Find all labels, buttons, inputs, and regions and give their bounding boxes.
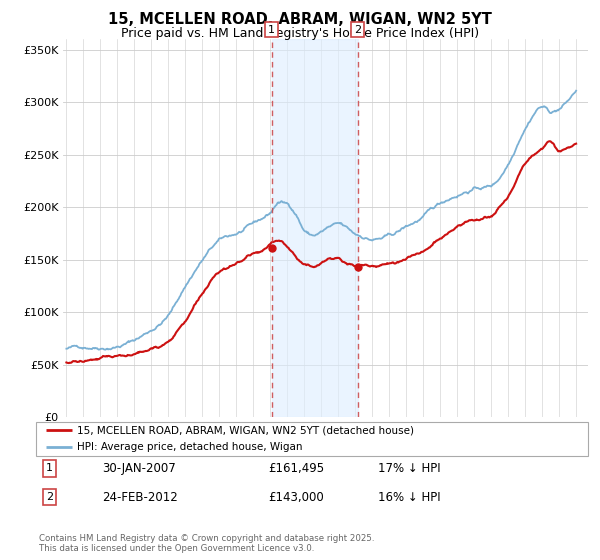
Bar	[272, 39, 358, 417]
Text: 30-JAN-2007: 30-JAN-2007	[102, 462, 176, 475]
Text: 15, MCELLEN ROAD, ABRAM, WIGAN, WN2 5YT (detached house): 15, MCELLEN ROAD, ABRAM, WIGAN, WN2 5YT …	[77, 425, 415, 435]
Text: 1: 1	[46, 464, 53, 474]
Text: £143,000: £143,000	[268, 491, 323, 503]
Text: 15, MCELLEN ROAD, ABRAM, WIGAN, WN2 5YT: 15, MCELLEN ROAD, ABRAM, WIGAN, WN2 5YT	[108, 12, 492, 27]
Text: 24-FEB-2012: 24-FEB-2012	[102, 491, 178, 503]
Text: 17% ↓ HPI: 17% ↓ HPI	[378, 462, 441, 475]
Text: Price paid vs. HM Land Registry's House Price Index (HPI): Price paid vs. HM Land Registry's House …	[121, 27, 479, 40]
Text: 2: 2	[46, 492, 53, 502]
Text: 1: 1	[268, 25, 275, 35]
Text: 2: 2	[354, 25, 361, 35]
Text: £161,495: £161,495	[268, 462, 324, 475]
Text: Contains HM Land Registry data © Crown copyright and database right 2025.
This d: Contains HM Land Registry data © Crown c…	[39, 534, 374, 553]
Text: 16% ↓ HPI: 16% ↓ HPI	[378, 491, 441, 503]
FancyBboxPatch shape	[36, 422, 588, 456]
Text: HPI: Average price, detached house, Wigan: HPI: Average price, detached house, Wiga…	[77, 442, 303, 452]
